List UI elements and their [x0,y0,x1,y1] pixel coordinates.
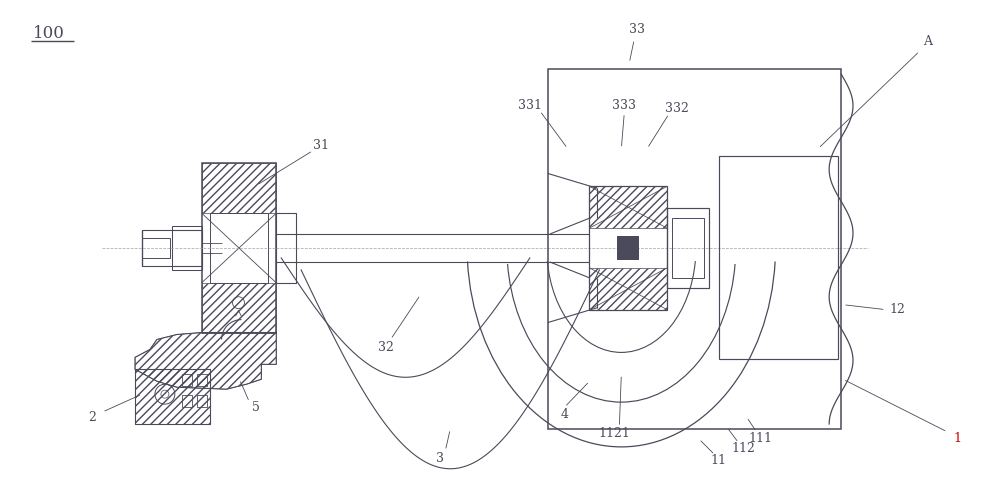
Text: 4: 4 [561,408,569,420]
Bar [197,374,207,386]
Text: 111: 111 [749,432,773,445]
Text: 31: 31 [313,139,329,152]
Text: A: A [923,35,932,48]
Bar [276,213,296,283]
Bar [182,395,192,407]
Text: 331: 331 [518,99,542,112]
Bar [202,164,276,332]
Bar [589,268,667,310]
Text: 332: 332 [665,102,689,115]
Bar [135,369,210,424]
Bar [172,226,202,270]
Bar [617,236,639,260]
Bar [142,230,202,266]
Bar [135,369,210,424]
Text: 333: 333 [612,99,636,112]
Bar [548,69,841,429]
Bar [667,208,709,288]
Bar [589,186,667,228]
Text: 32: 32 [378,341,394,354]
Text: 3: 3 [436,452,444,465]
Text: 112: 112 [732,442,756,455]
Bar [589,186,667,310]
Bar [719,156,838,359]
Text: 2: 2 [88,411,96,423]
Text: 12: 12 [890,303,906,316]
Bar [182,374,192,386]
Bar [197,395,207,407]
Bar [672,218,704,278]
Text: 11: 11 [711,454,727,467]
Text: 5: 5 [252,401,260,414]
Text: 100: 100 [33,25,65,42]
Bar [142,238,170,258]
Bar [210,213,268,283]
Bar [202,283,276,332]
Bar [202,164,276,213]
Text: 1: 1 [953,432,961,445]
Text: 1121: 1121 [598,427,630,440]
Text: 33: 33 [629,23,645,36]
